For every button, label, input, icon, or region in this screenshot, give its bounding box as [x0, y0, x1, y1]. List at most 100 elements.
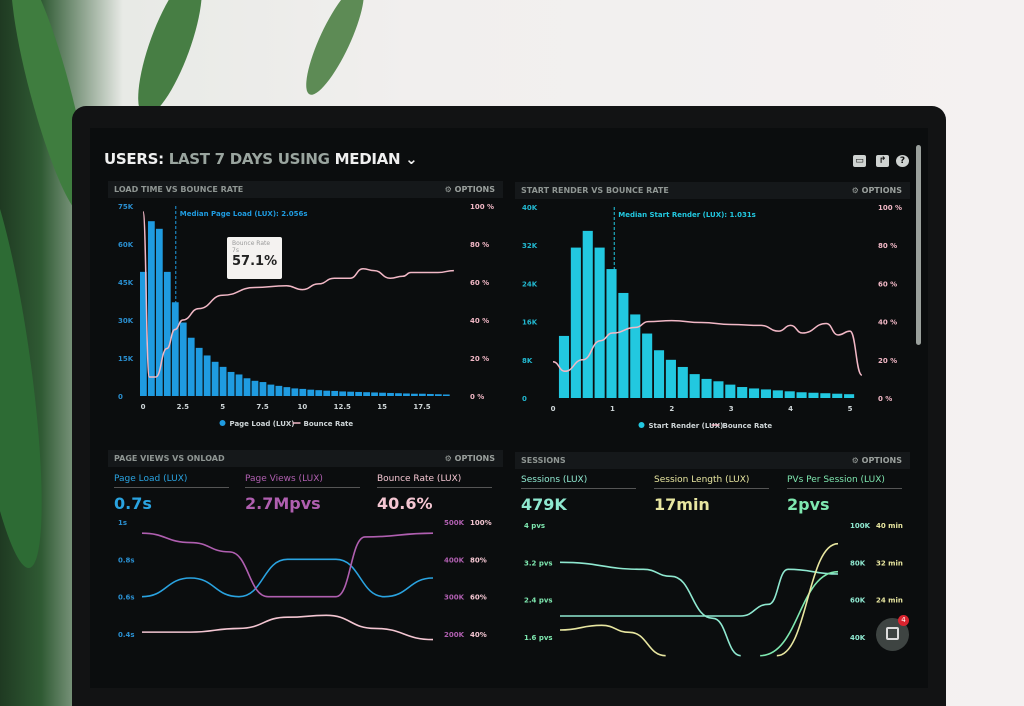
histogram-bar [203, 355, 211, 396]
y2-tick-label: 60 % [878, 280, 897, 288]
histogram-bar [749, 388, 760, 398]
tooltip: Bounce Rate 7s 57.1% [227, 237, 282, 279]
options-button[interactable]: ⚙ OPTIONS [851, 186, 902, 195]
y2-tick-label: 60K [850, 597, 866, 605]
histogram-bar [570, 247, 581, 398]
bounce-rate-line [552, 319, 863, 376]
histogram-bar [171, 302, 179, 396]
legend-label: Start Render (LUX) [649, 422, 724, 430]
kpi-label: Bounce Rate (LUX) [377, 474, 492, 488]
y2-tick-label: 400K [444, 556, 465, 564]
histogram-bar [808, 392, 819, 398]
notification-badge: 4 [898, 615, 909, 626]
options-button[interactable]: ⚙ OPTIONS [851, 456, 902, 465]
x-tick-label: 0 [551, 405, 556, 413]
x-tick-label: 4 [788, 405, 793, 413]
x-tick-label: 17.5 [413, 403, 430, 411]
histogram-bar [442, 394, 450, 396]
kpi-value: 0.7s [114, 494, 152, 513]
y3-tick-label: 60% [470, 594, 487, 602]
panel-title-load-time: LOAD TIME VS BOUNCE RATE ⚙ OPTIONS [108, 181, 503, 198]
histogram-bar [179, 322, 187, 396]
y-tick-label: 0 [118, 393, 123, 401]
page-title[interactable]: USERS: LAST 7 DAYS USING MEDIAN ⌄ [104, 150, 418, 168]
histogram-bar [379, 392, 386, 396]
y-tick-label: 0.6s [118, 594, 135, 602]
y-tick-label: 1s [118, 519, 127, 527]
histogram-bar [725, 384, 736, 398]
median-annotation: Median Start Render (LUX): 1.031s [618, 211, 756, 219]
chat-button[interactable]: 4 [876, 615, 909, 651]
share-icon[interactable]: ↱ [876, 155, 889, 167]
tooltip-title: Bounce Rate [232, 240, 271, 247]
histogram-bar [665, 359, 676, 398]
y-tick-label: 16K [522, 319, 538, 327]
y-tick-label: 0 [522, 395, 527, 403]
x-tick-label: 0 [141, 403, 146, 411]
y3-tick-label: 32 min [876, 559, 903, 567]
y2-tick-label: 0 % [470, 393, 484, 401]
histogram-bar [677, 366, 688, 398]
histogram-bar [594, 247, 605, 398]
y3-tick-label: 24 min [876, 597, 903, 605]
kpi-label: PVs Per Session (LUX) [787, 475, 902, 489]
chevron-down-icon[interactable]: ⌄ [405, 150, 418, 168]
histogram-bar [403, 393, 410, 396]
y3-tick-label: 100% [470, 519, 492, 527]
kpi-value: 2.7Mpvs [245, 494, 321, 513]
kpi-label: Session Length (LUX) [654, 475, 769, 489]
histogram-bar [411, 393, 418, 396]
y2-tick-label: 20 % [470, 355, 489, 363]
histogram-bar [689, 374, 700, 398]
options-button[interactable]: ⚙ OPTIONS [444, 454, 495, 463]
histogram-bar [426, 393, 434, 396]
kpi-label: Sessions (LUX) [521, 475, 636, 489]
histogram-bar [259, 382, 267, 396]
y-tick-label: 2.4 pvs [524, 597, 553, 605]
kpi-label: Page Load (LUX) [114, 474, 229, 488]
histogram-bar [371, 392, 378, 396]
y-tick-label: 15K [118, 355, 134, 363]
x-tick-label: 7.5 [256, 403, 269, 411]
series-line [559, 561, 741, 657]
aggregation-method: MEDIAN [334, 150, 401, 168]
help-icon[interactable]: ? [896, 155, 909, 167]
histogram-bar [291, 388, 299, 396]
histogram-bar [784, 391, 795, 398]
panel-title-start-render: START RENDER VS BOUNCE RATE ⚙ OPTIONS [515, 182, 910, 199]
y2-tick-label: 80K [850, 559, 866, 567]
histogram-bar [267, 384, 275, 396]
y2-tick-label: 500K [444, 519, 465, 527]
histogram-bar [323, 390, 331, 396]
histogram-bar [283, 387, 291, 396]
histogram-bar [653, 350, 665, 398]
histogram-bar [355, 391, 363, 396]
x-tick-label: 12.5 [334, 403, 351, 411]
title-prefix: USERS: [104, 150, 164, 168]
y2-tick-label: 60 % [470, 279, 489, 287]
histogram-bar [275, 385, 283, 396]
panel-title-sessions: SESSIONS ⚙ OPTIONS [515, 452, 910, 469]
histogram-bar [582, 230, 593, 398]
y-tick-label: 24K [522, 280, 538, 288]
x-tick-label: 1 [610, 405, 615, 413]
y2-tick-label: 80 % [470, 241, 489, 249]
y-tick-label: 60K [118, 241, 134, 249]
title-using: USING [277, 150, 330, 168]
options-button[interactable]: ⚙ OPTIONS [444, 185, 495, 194]
series-line [141, 558, 434, 598]
y2-tick-label: 0 % [878, 395, 892, 403]
scrollbar[interactable] [916, 145, 921, 345]
histogram-bar [251, 380, 259, 396]
histogram-bar [760, 389, 771, 398]
x-tick-label: 3 [729, 405, 734, 413]
x-tick-label: 5 [848, 405, 853, 413]
y2-tick-label: 200K [444, 631, 465, 639]
histogram-bar [844, 394, 855, 398]
y3-tick-label: 40% [470, 631, 487, 639]
x-tick-label: 5 [220, 403, 225, 411]
monitor-icon[interactable]: ▭ [853, 155, 866, 167]
histogram-bar [307, 389, 315, 396]
y-tick-label: 30K [118, 317, 134, 325]
